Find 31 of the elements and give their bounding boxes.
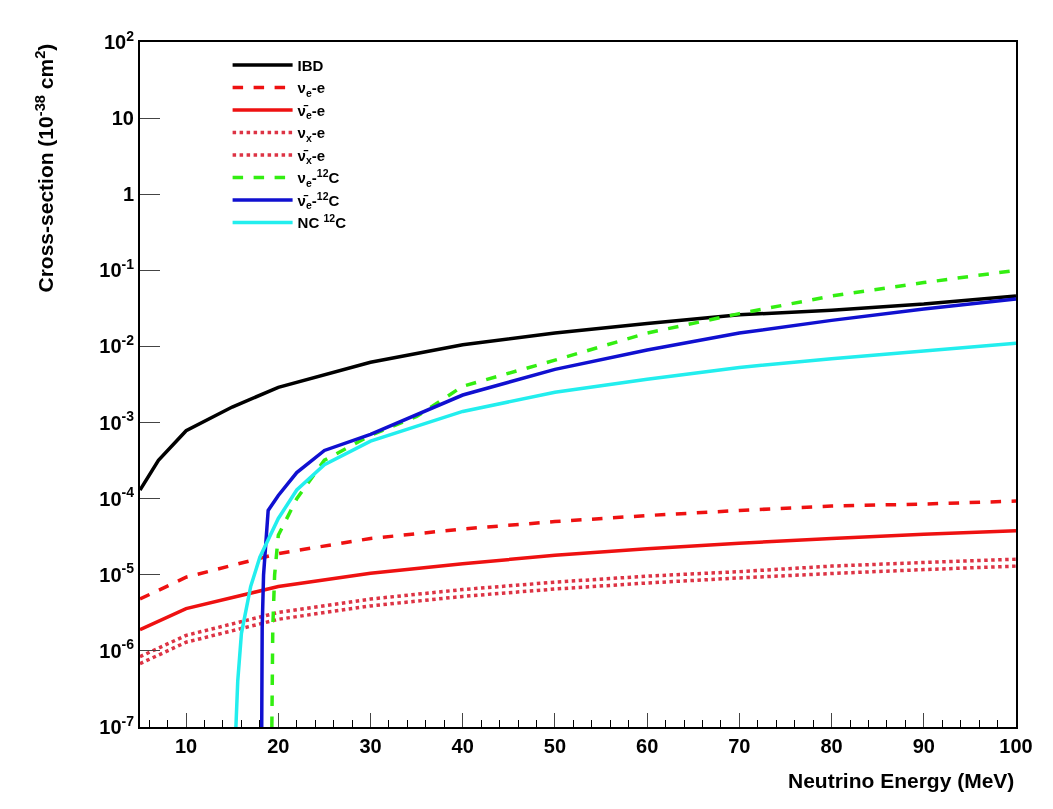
x-tick-label: 20 (267, 735, 290, 757)
x-tick-label: 100 (999, 735, 1033, 757)
x-axis-title: Neutrino Energy (MeV) (788, 769, 1015, 792)
x-tick-label: 80 (820, 735, 843, 757)
legend-label: ν$_{x}$-e (297, 124, 326, 144)
x-tick-label: 90 (912, 735, 935, 757)
legend-label: ν$_{e}$-e (297, 79, 326, 99)
x-tick-label: 70 (728, 735, 751, 757)
line-series (140, 499, 1016, 601)
legend-label: ν$_{e}$-$^{12}$C (297, 167, 340, 189)
y-tick-label: 1 (122, 183, 134, 206)
y-tick-label: 10$^{-3}$ (99, 408, 135, 434)
legend-label: NC $^{12}$C (297, 212, 347, 232)
y-tick-label: 10$^{-6}$ (99, 636, 135, 662)
x-tick-label: 60 (636, 735, 659, 757)
line-series (140, 528, 1016, 632)
legend-label: ν̄$_{e}$-$^{12}$C (297, 189, 340, 212)
legend-label: IBD (297, 56, 324, 74)
y-tick-label: 10 (111, 107, 134, 130)
x-tick-label: 50 (543, 735, 567, 757)
y-tick-label: 10$^{-5}$ (99, 560, 135, 586)
x-tick-label: 30 (359, 735, 382, 757)
y-tick-label: 10$^{-2}$ (99, 332, 135, 358)
y-tick-label: 10$^{-7}$ (99, 712, 135, 738)
x-tick-label: 10 (174, 735, 198, 757)
x-tick-label: 40 (451, 735, 474, 757)
y-tick-label: 10$^{-4}$ (99, 484, 135, 510)
legend-label: ν̄$_{e}$-e (297, 101, 326, 122)
legend-label: ν̄$_{x}$-e (297, 146, 326, 167)
y-tick-label: 10$^{-1}$ (99, 255, 135, 282)
y-tick-label: 10$^{2}$ (103, 27, 135, 53)
